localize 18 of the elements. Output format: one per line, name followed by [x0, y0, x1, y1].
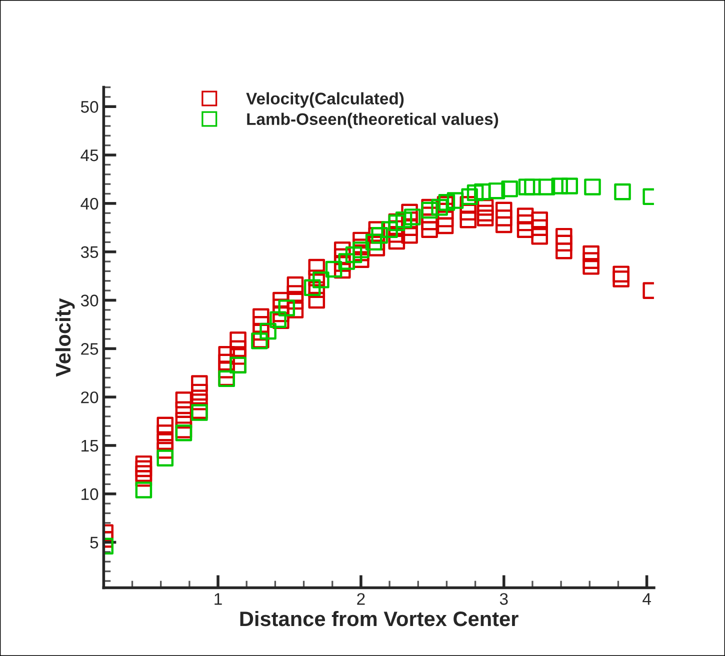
y-tick-label: 20	[81, 391, 98, 404]
y-tick-label: 25	[81, 343, 98, 355]
legend-label: Velocity(Calculated)	[246, 92, 404, 108]
x-tick-label: 4	[642, 593, 651, 605]
y-tick-label: 5	[90, 536, 98, 548]
x-tick-label: 3	[500, 593, 508, 605]
y-tick-label: 40	[80, 198, 98, 210]
y-tick-label: 45	[80, 150, 98, 162]
y-tick-label: 50	[80, 101, 98, 113]
y-tick-label: 35	[80, 246, 98, 258]
legend-label: Lamb-Oseen(theoretical values)	[247, 112, 498, 128]
x-tick-label: 2	[357, 593, 365, 605]
x-tick-label: 1	[214, 593, 222, 605]
y-tick-label: 30	[80, 294, 98, 306]
y-tick-label: 10	[82, 488, 98, 500]
y-tick-label: 15	[82, 440, 98, 452]
x-axis-title: Distance from Vortex Center	[240, 610, 518, 626]
y-axis-title: Velocity	[55, 298, 75, 377]
